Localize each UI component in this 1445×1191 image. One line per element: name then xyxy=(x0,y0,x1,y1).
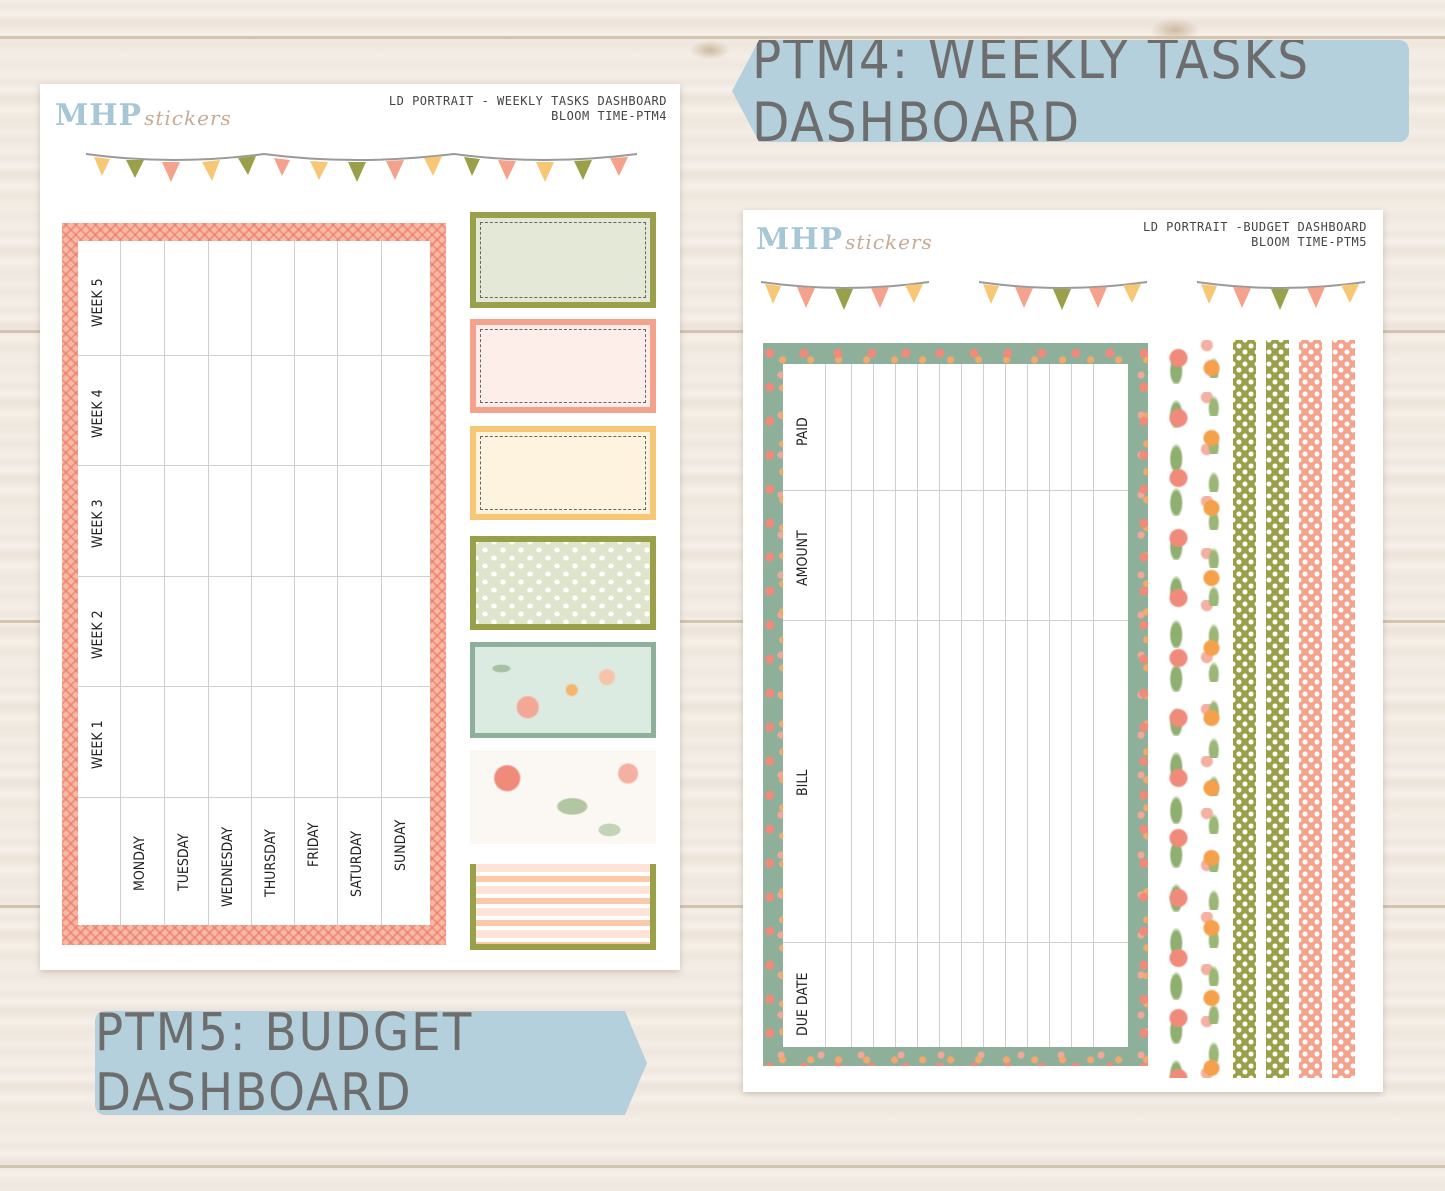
weekly-tasks-sticker-sheet: MHP stickers LD PORTRAIT - WEEKLY TASKS D… xyxy=(40,84,680,970)
logo-text: MHP xyxy=(55,98,143,133)
column-label: BILL xyxy=(795,769,811,796)
floral-sticker-2 xyxy=(470,750,656,844)
peach-dot-washi-strip xyxy=(1332,340,1355,1078)
column-label: AMOUNT xyxy=(795,530,811,586)
week-label: WEEK 2 xyxy=(90,610,106,659)
day-label: SATURDAY xyxy=(349,830,365,897)
week-label: WEEK 4 xyxy=(90,389,106,438)
polka-dot-sticker xyxy=(470,536,656,630)
floral-washi-strip xyxy=(1200,340,1223,1078)
logo-script-text: stickers xyxy=(144,106,232,130)
sheet-title-line1: LD PORTRAIT -BUDGET DASHBOARD xyxy=(1142,220,1367,234)
budget-grid: PAID AMOUNT BILL DUE DATE xyxy=(783,364,1128,1047)
wood-plank-seam xyxy=(0,1165,1445,1168)
mhp-logo: MHP stickers xyxy=(55,98,232,133)
sheet-title-line2: BLOOM TIME-PTM4 xyxy=(551,109,667,123)
logo-script-text: stickers xyxy=(845,230,933,254)
week-label: WEEK 5 xyxy=(90,278,106,327)
mhp-logo: MHP stickers xyxy=(756,222,933,257)
floral-sticker-1 xyxy=(470,642,656,738)
sheet-title: LD PORTRAIT - WEEKLY TASKS DASHBOARD BLO… xyxy=(389,94,667,124)
ptm5-label-text: PTM5: BUDGET DASHBOARD xyxy=(95,1003,474,1123)
sheet-title-line1: LD PORTRAIT - WEEKLY TASKS DASHBOARD xyxy=(388,94,667,108)
budget-sticker-sheet: MHP stickers LD PORTRAIT -BUDGET DASHBOAR… xyxy=(743,210,1383,1092)
olive-dot-washi-strip xyxy=(1266,340,1289,1078)
weekly-grid: WEEK 5 WEEK 4 WEEK 3 WEEK 2 WEEK 1 MONDA… xyxy=(78,241,430,925)
logo-text: MHP xyxy=(756,222,844,257)
week-label: WEEK 3 xyxy=(90,499,106,548)
wood-knot xyxy=(690,40,730,60)
day-label: THURSDAY xyxy=(263,829,279,897)
day-label: MONDAY xyxy=(132,836,148,891)
wood-knot xyxy=(1150,18,1200,42)
ptm4-label-text: PTM4: WEEKLY TASKS DASHBOARD xyxy=(752,28,1311,154)
blush-label-sticker xyxy=(470,319,656,413)
bunting-banner xyxy=(978,281,1148,310)
day-label: FRIDAY xyxy=(306,822,322,867)
ptm4-label-tag: PTM4: WEEKLY TASKS DASHBOARD xyxy=(732,40,1409,142)
column-label: PAID xyxy=(795,417,811,446)
striped-sticker xyxy=(470,864,656,950)
sheet-title-line2: BLOOM TIME-PTM5 xyxy=(1251,235,1367,249)
day-label: TUESDAY xyxy=(176,833,192,891)
wood-plank-seam xyxy=(0,620,1445,623)
bunting-banner xyxy=(85,152,638,182)
wood-plank-seam xyxy=(0,905,1445,908)
ptm5-label-tag: PTM5: BUDGET DASHBOARD xyxy=(95,1011,647,1115)
column-label: DUE DATE xyxy=(795,972,811,1036)
wood-plank-seam xyxy=(0,36,1445,39)
olive-dot-washi-strip xyxy=(1233,340,1256,1078)
peach-dot-washi-strip xyxy=(1299,340,1322,1078)
day-label: WEDNESDAY xyxy=(220,826,236,907)
sheet-title: LD PORTRAIT -BUDGET DASHBOARD BLOOM TIME… xyxy=(1143,220,1367,250)
day-label: SUNDAY xyxy=(393,819,409,871)
bunting-banner xyxy=(760,281,930,310)
bunting-banner xyxy=(1196,281,1366,310)
sage-label-sticker xyxy=(470,212,656,308)
wood-plank-seam xyxy=(0,330,1445,333)
butter-label-sticker xyxy=(470,426,656,520)
floral-washi-strip xyxy=(1167,340,1190,1078)
week-label: WEEK 1 xyxy=(90,720,106,769)
